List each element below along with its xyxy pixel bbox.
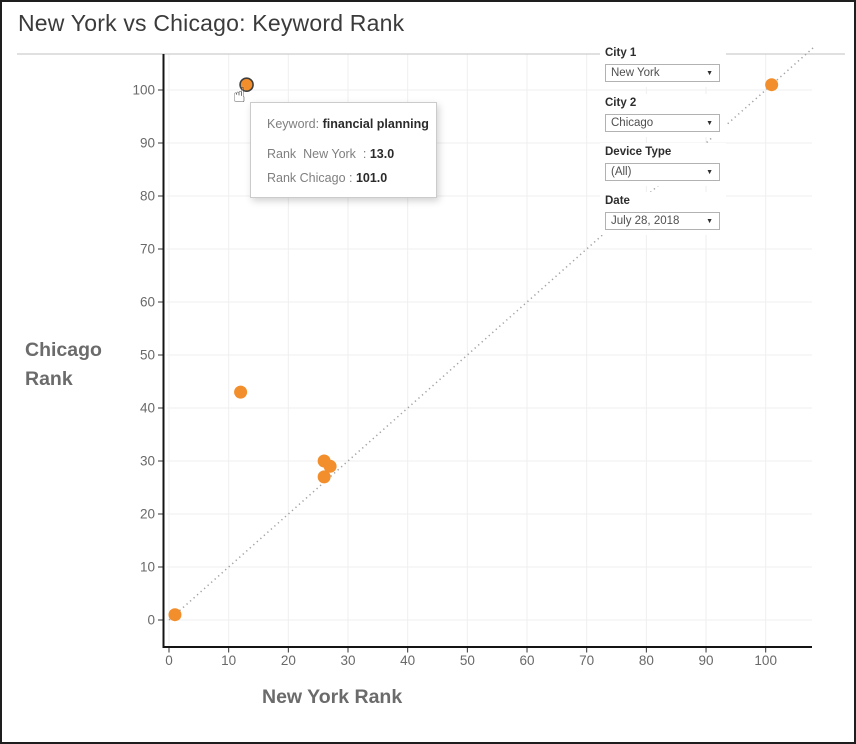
y-tick-label: 70 (140, 242, 155, 257)
y-tick-label: 90 (140, 136, 155, 151)
y-tick-label: 60 (140, 295, 155, 310)
y-tick-label: 30 (140, 454, 155, 469)
y-tick-label: 100 (132, 83, 155, 98)
x-tick-label: 0 (165, 653, 173, 668)
city1-dropdown-value: New York (611, 67, 660, 79)
filter-device-type-label: Device Type (605, 146, 672, 158)
tooltip-rank-chi-row: Rank Chicago : 101.0 (267, 171, 422, 185)
filter-date-label: Date (605, 195, 630, 207)
x-axis-title: New York Rank (262, 686, 403, 708)
tooltip-keyword-row: Keyword: financial planning (267, 117, 429, 131)
y-tick-label: 10 (140, 560, 155, 575)
dropdown-arrow-icon: ▼ (706, 119, 713, 127)
hand-cursor-icon: ☝ (233, 83, 246, 107)
filter-city1-label: City 1 (605, 47, 637, 59)
tooltip-rank-ny-value: 13.0 (369, 147, 395, 161)
y-tick-label: 0 (147, 613, 155, 628)
x-tick-label: 80 (639, 653, 654, 668)
y-tick-label: 20 (140, 507, 155, 522)
device-type-dropdown[interactable]: (All) ▼ (605, 163, 720, 181)
x-tick-label: 10 (221, 653, 236, 668)
filter-date: Date July 28, 2018 ▼ (600, 192, 726, 235)
tooltip: Keyword: financial planning Rank New Yor… (250, 102, 437, 198)
dropdown-arrow-icon: ▼ (706, 217, 713, 225)
filter-city2: City 2 Chicago ▼ (600, 94, 726, 137)
device-type-dropdown-value: (All) (611, 166, 632, 178)
data-point[interactable] (765, 78, 779, 92)
dropdown-arrow-icon: ▼ (706, 69, 713, 77)
y-tick-label: 50 (140, 348, 155, 363)
data-point[interactable] (168, 608, 182, 622)
x-tick-label: 90 (699, 653, 714, 668)
filter-city1: City 1 New York ▼ (600, 44, 726, 87)
x-tick-label: 30 (340, 653, 355, 668)
y-tick-label: 80 (140, 189, 155, 204)
city1-dropdown[interactable]: New York ▼ (605, 64, 720, 82)
x-tick-label: 20 (281, 653, 296, 668)
x-tick-label: 100 (754, 653, 777, 668)
x-tick-label: 70 (579, 653, 594, 668)
data-point[interactable] (323, 459, 337, 473)
data-point-hovered[interactable] (239, 77, 254, 92)
dropdown-arrow-icon: ▼ (706, 168, 713, 176)
tooltip-rank-chi-value: 101.0 (355, 171, 388, 185)
tooltip-keyword-label: Keyword: (267, 117, 323, 131)
y-tick-label: 40 (140, 401, 155, 416)
tooltip-keyword-value: financial planning (322, 117, 429, 131)
city2-dropdown[interactable]: Chicago ▼ (605, 114, 720, 132)
tooltip-rank-ny-label: Rank New York : (267, 147, 370, 161)
filter-device-type: Device Type (All) ▼ (600, 143, 726, 186)
data-point[interactable] (317, 470, 331, 484)
tooltip-rank-chi-label: Rank Chicago : (267, 171, 356, 185)
y-axis-title: Chicago Rank (25, 339, 102, 390)
x-tick-label: 50 (460, 653, 475, 668)
x-tick-label: 60 (520, 653, 535, 668)
x-tick-label: 40 (400, 653, 415, 668)
filter-city2-label: City 2 (605, 97, 637, 109)
date-dropdown[interactable]: July 28, 2018 ▼ (605, 212, 720, 230)
city2-dropdown-value: Chicago (611, 117, 654, 129)
date-dropdown-value: July 28, 2018 (611, 215, 680, 227)
page-title: New York vs Chicago: Keyword Rank (18, 10, 405, 36)
tooltip-rank-ny-row: Rank New York : 13.0 (267, 147, 422, 161)
data-point[interactable] (234, 385, 248, 399)
